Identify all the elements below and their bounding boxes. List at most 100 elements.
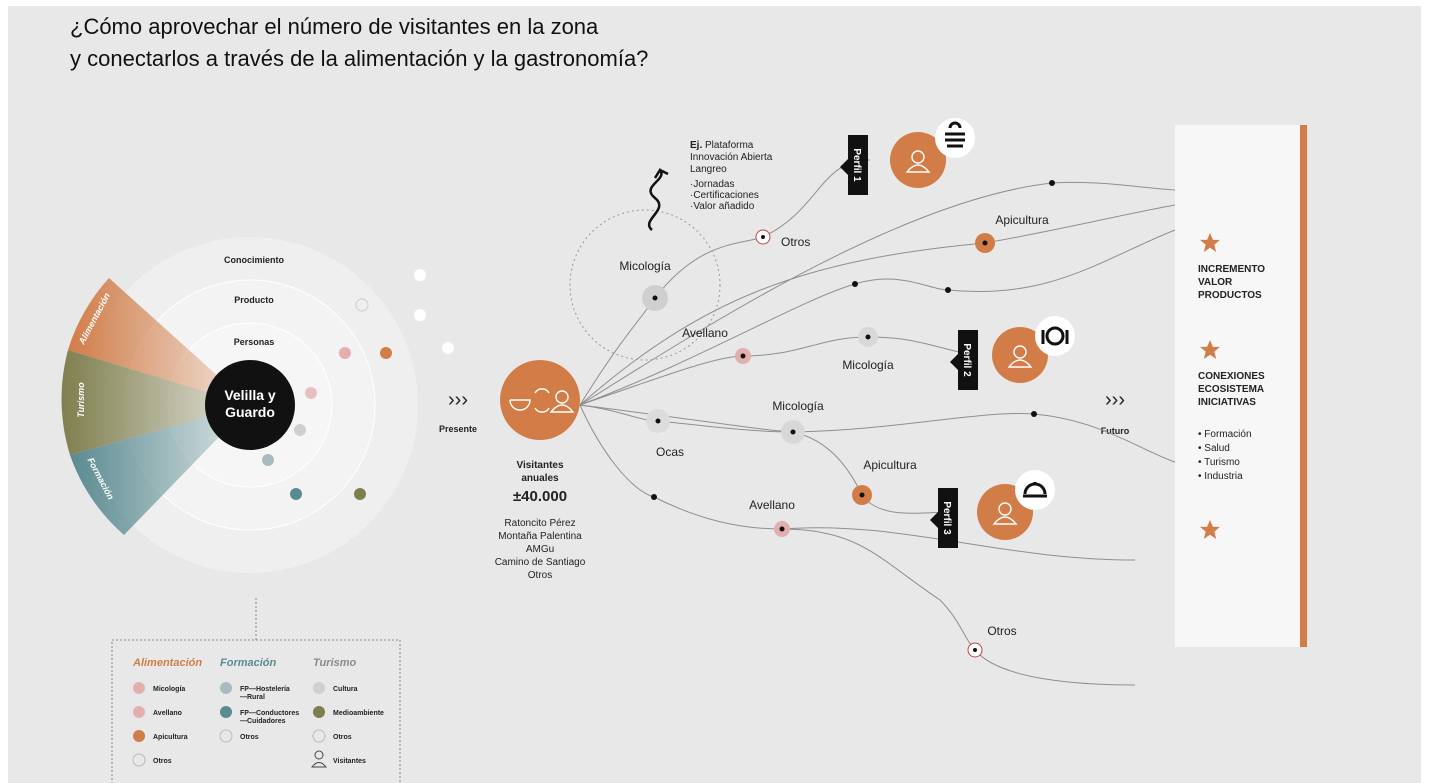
outcome-item: • Salud <box>1198 443 1230 454</box>
example-prefix: Ej. <box>690 140 702 151</box>
profile-label: Perfil 1 <box>851 148 862 182</box>
node-label: Otros <box>987 624 1016 638</box>
example-item: ·Valor añadido <box>690 201 755 212</box>
legend-item: Micología <box>153 686 185 693</box>
legend-box <box>111 639 401 783</box>
legend-header: Turismo <box>313 657 356 669</box>
legend-item: Otros <box>333 734 352 741</box>
legend-item: Otros <box>153 758 172 765</box>
legend-item: Otros <box>240 734 259 741</box>
legend-swatch <box>133 730 145 742</box>
node-label: Ocas <box>656 445 684 459</box>
legend-item: Cultura <box>333 686 358 693</box>
visitors-source: Otros <box>528 570 552 581</box>
node-label: Micología <box>619 259 671 273</box>
chevrons: ››› <box>448 389 468 411</box>
legend-swatch <box>220 706 232 718</box>
node-label: Avellano <box>682 326 728 340</box>
squiggle <box>648 167 669 231</box>
outcome-panel <box>1175 125 1300 647</box>
profile-icon <box>1015 470 1055 510</box>
stage-label: Presente <box>439 424 477 434</box>
legend-swatch <box>313 682 325 694</box>
legend-swatch <box>132 753 146 767</box>
outcome-title: VALOR <box>1198 277 1233 288</box>
legend-item: Medioambiente <box>333 710 384 717</box>
legend-swatch <box>133 706 145 718</box>
hub-label: Guardo <box>225 404 275 420</box>
profile-circle <box>890 132 946 188</box>
example-item: ·Jornadas <box>690 179 734 190</box>
hub <box>205 360 295 450</box>
sector <box>70 405 250 535</box>
sector <box>61 350 251 455</box>
visitors-source: Ratoncito Pérez <box>504 518 575 529</box>
visitors-source: AMGu <box>526 544 554 555</box>
sector <box>68 278 250 405</box>
profile-label: Perfil 3 <box>941 501 952 535</box>
node-label: Otros <box>781 235 810 249</box>
legend-item: FP—Hostelería <box>240 686 290 693</box>
visitors-source: Montaña Palentina <box>498 531 582 542</box>
title: ¿Cómo aprovechar el número de visitantes… <box>70 14 599 39</box>
profile-icon <box>1035 316 1075 356</box>
node-label: Apicultura <box>863 458 917 472</box>
node-label: Apicultura <box>995 213 1049 227</box>
legend-swatch <box>313 706 325 718</box>
outcome-item: • Turismo <box>1198 457 1240 468</box>
profile-flag <box>930 488 958 548</box>
profile-icon <box>935 118 975 158</box>
node-label: Micología <box>842 358 894 372</box>
legend-swatch <box>133 682 145 694</box>
legend-item: Visitantes <box>333 758 366 765</box>
visitors-source: Camino de Santiago <box>495 557 586 568</box>
legend-swatch <box>220 682 232 694</box>
node-label: Avellano <box>749 498 795 512</box>
legend-header: Formación <box>220 657 277 669</box>
legend-header: Alimentación <box>132 657 202 669</box>
legend-swatch <box>312 729 326 743</box>
example-name: Langreo <box>690 164 727 175</box>
example-name: Innovación Abierta <box>690 152 773 163</box>
focus-circle <box>569 209 721 361</box>
stage-label: Futuro <box>1101 426 1130 436</box>
outcome-title: INCREMENTO <box>1198 264 1265 275</box>
profile-label: Perfil 2 <box>961 343 972 377</box>
outcome-item: • Industria <box>1198 471 1243 482</box>
legend-swatch <box>310 750 328 768</box>
legend-item: —Rural <box>240 694 265 701</box>
chevrons: ››› <box>1105 389 1125 411</box>
sector-label: Turismo <box>76 382 86 418</box>
icon <box>509 388 550 413</box>
visitors-label: anuales <box>521 473 559 484</box>
legend-item: —Cuidadores <box>240 718 286 725</box>
visitors-node <box>500 360 580 440</box>
legend-swatch <box>219 729 233 743</box>
icon <box>1041 326 1069 346</box>
profile-flag <box>840 135 868 195</box>
outcome-title: INICIATIVAS <box>1198 397 1256 408</box>
outcome-title: PRODUCTOS <box>1198 290 1262 301</box>
ring-label: Personas <box>234 337 275 347</box>
outcome-item: • Formación <box>1198 429 1252 440</box>
junctions <box>651 180 1055 500</box>
profile-flag <box>950 330 978 390</box>
legend-item: Apicultura <box>153 734 188 741</box>
icon <box>945 121 965 148</box>
dots <box>262 269 454 500</box>
hub-label: Velilla y <box>224 387 276 403</box>
icon <box>1023 482 1047 498</box>
visitors-label: Visitantes <box>516 460 563 471</box>
outcome-bar <box>1300 125 1307 647</box>
example-item: ·Certificaciones <box>690 190 759 201</box>
outcome-title: CONEXIONES <box>1198 371 1265 382</box>
outcome-title: ECOSISTEMA <box>1198 384 1264 395</box>
legend-item: FP—Conductores <box>240 710 299 717</box>
ring-label: Conocimiento <box>224 255 285 265</box>
legend-item: Avellano <box>153 710 182 717</box>
profile-circle <box>992 327 1048 383</box>
title: y conectarlos a través de la alimentació… <box>70 46 648 71</box>
node-label: Micología <box>772 399 824 413</box>
example-name: Plataforma <box>705 140 754 151</box>
